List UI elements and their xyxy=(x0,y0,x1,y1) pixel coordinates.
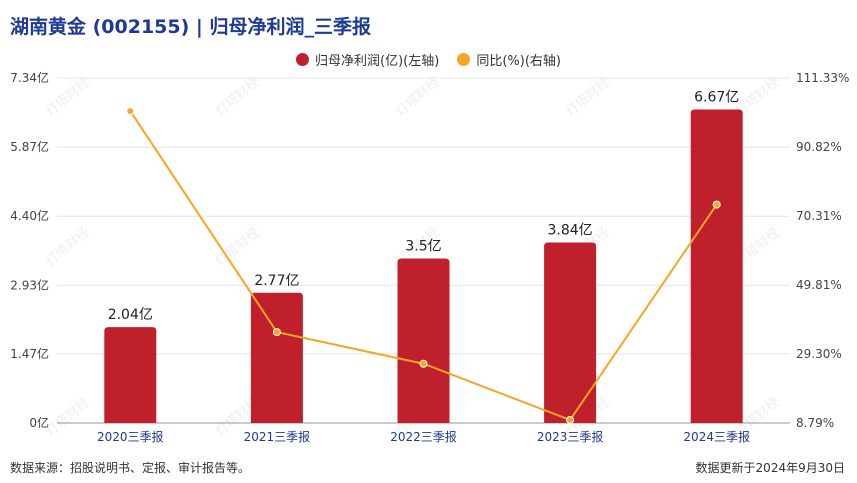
bar-data-label: 2.04亿 xyxy=(108,307,153,323)
legend-marker-bar xyxy=(296,53,310,66)
bar-data-label: 2.77亿 xyxy=(254,273,299,289)
data-source-note: 数据来源：招股说明书、定报、审计报告等。 xyxy=(10,461,251,475)
right-axis-tick-label: 70.31% xyxy=(796,209,842,223)
watermark-text: 灯塔财经 xyxy=(213,75,262,120)
right-axis-tick-label: 29.30% xyxy=(796,347,842,361)
legend: 归母净利润(亿)(左轴) 同比(%)(右轴) xyxy=(0,50,857,69)
data-update-note: 数据更新于2024年9月30日 xyxy=(695,461,845,475)
legend-label-yoy: 同比(%)(右轴) xyxy=(476,54,561,69)
left-axis-tick-label: 5.87亿 xyxy=(10,139,49,154)
x-axis-tick-label: 2024三季报 xyxy=(683,429,750,444)
left-axis-tick-label: 4.40亿 xyxy=(10,208,49,223)
right-axis-tick-label: 111.33% xyxy=(796,71,849,85)
legend-label-profit: 归母净利润(亿)(左轴) xyxy=(315,54,440,69)
watermark-text: 灯塔财经 xyxy=(43,225,92,270)
watermark-text: 灯塔财经 xyxy=(43,395,92,440)
bar xyxy=(250,292,303,423)
bar-data-label: 3.5亿 xyxy=(405,238,441,254)
chart-title: 湖南黄金 (002155) | 归母净利润_三季报 xyxy=(10,16,371,38)
bar xyxy=(104,327,157,423)
bar xyxy=(397,258,450,423)
bar xyxy=(690,109,743,424)
x-axis-tick-label: 2023三季报 xyxy=(537,429,604,444)
watermark-text: 灯塔财经 xyxy=(393,75,442,120)
legend-marker-line xyxy=(457,53,471,66)
left-axis-tick-label: 2.93亿 xyxy=(10,277,49,292)
watermark-text: 灯塔财经 xyxy=(43,75,92,120)
right-axis-tick-label: 49.81% xyxy=(796,278,842,292)
right-axis-tick-label: 8.79% xyxy=(796,416,834,430)
left-axis-tick-label: 0亿 xyxy=(29,415,49,430)
bar xyxy=(544,242,597,423)
yoy-point xyxy=(419,359,428,368)
yoy-point xyxy=(566,415,575,424)
left-axis-tick-label: 7.34亿 xyxy=(10,70,49,85)
yoy-point xyxy=(712,200,721,209)
x-axis-tick-label: 2022三季报 xyxy=(390,429,457,444)
legend-item-profit[interactable]: 归母净利润(亿)(左轴) xyxy=(296,50,439,69)
right-axis-tick-label: 90.82% xyxy=(796,140,842,154)
watermark-text: 灯塔财经 xyxy=(563,75,612,120)
x-axis-tick-label: 2020三季报 xyxy=(97,429,164,444)
bar-data-label: 3.84亿 xyxy=(548,223,593,239)
yoy-point xyxy=(272,328,281,337)
x-axis-tick-label: 2021三季报 xyxy=(244,429,311,444)
left-axis-tick-label: 1.47亿 xyxy=(10,346,49,361)
bar-data-label: 6.67亿 xyxy=(694,89,739,105)
legend-item-yoy[interactable]: 同比(%)(右轴) xyxy=(457,50,561,69)
yoy-point xyxy=(126,107,135,116)
